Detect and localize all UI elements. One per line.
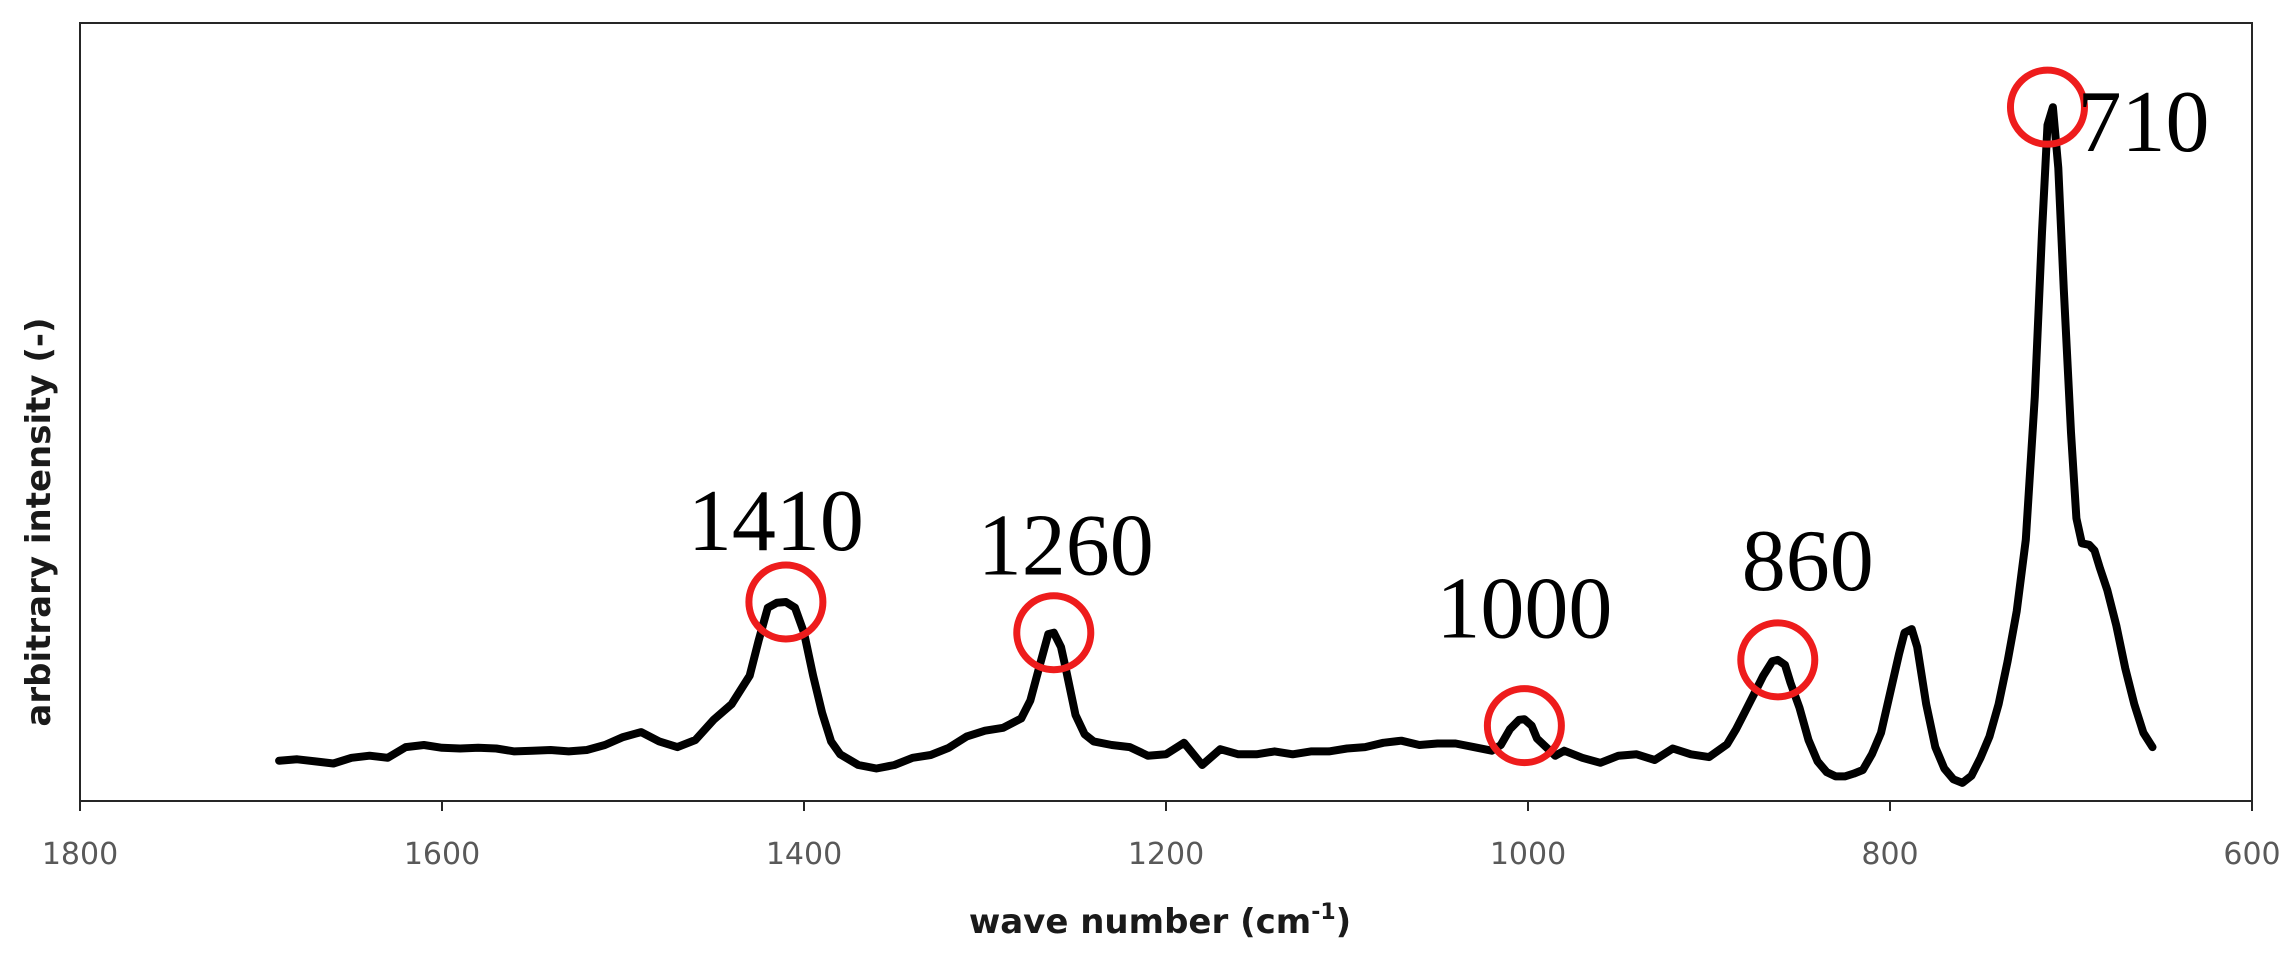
series-line: [275, 103, 2157, 787]
peak-label: 1260: [978, 498, 1154, 595]
x-axis-ticks: 1800 1600 1400 1200 1000 800 600: [42, 801, 2281, 872]
peak-circle-marker: [745, 561, 827, 643]
x-tick-label: 1800: [42, 837, 118, 872]
x-tick-label: 600: [2223, 837, 2280, 872]
peak-label: 1410: [688, 473, 864, 570]
x-axis-title: wave number (cm-1): [969, 900, 1351, 942]
x-axis-title-main: wave number (cm: [969, 902, 1311, 942]
peak-label: 710: [2077, 74, 2209, 171]
x-tick-label: 800: [1861, 837, 1918, 872]
x-axis-title-suffix: ): [1336, 902, 1352, 942]
peak-circle-marker: [2006, 66, 2088, 148]
y-axis-title: arbitrary intensity (-): [19, 317, 59, 726]
peak-label: 1000: [1436, 561, 1612, 658]
x-tick-label: 1400: [766, 837, 842, 872]
x-tick-label: 1600: [404, 837, 480, 872]
peak-circle-marker: [1483, 685, 1565, 767]
x-tick-label: 1000: [1490, 837, 1566, 872]
x-axis-title-superscript: -1: [1311, 900, 1335, 925]
peak-circle-marker: [1737, 619, 1819, 701]
peak-circle-marker: [1013, 592, 1095, 674]
peak-label: 860: [1742, 513, 1874, 610]
x-tick-label: 1200: [1128, 837, 1204, 872]
peak-annotations: 1410 1260 1000 860 710: [688, 66, 2209, 767]
